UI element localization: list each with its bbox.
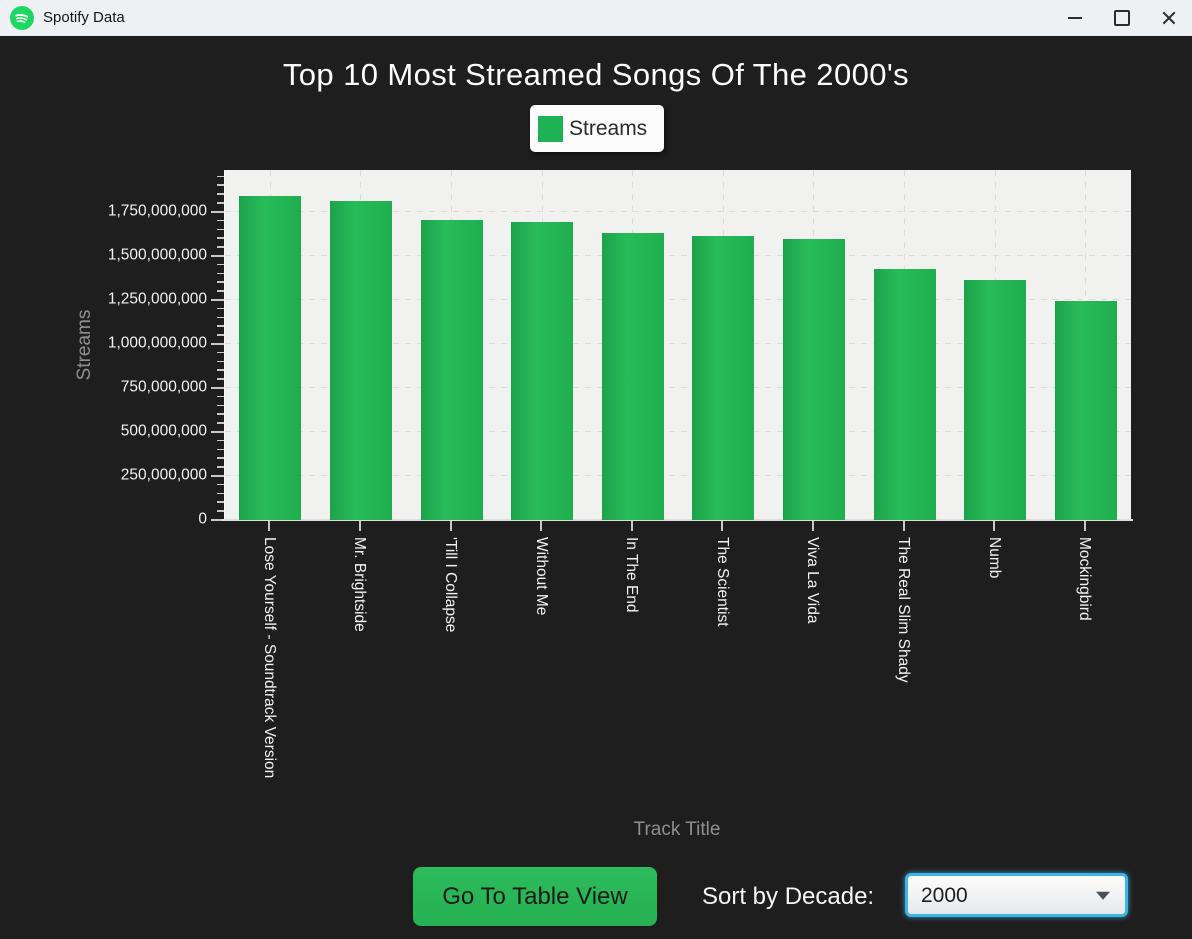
minimize-icon (1067, 16, 1082, 19)
y-axis-title: Streams (74, 309, 95, 381)
bar (782, 239, 845, 520)
maximize-icon (1113, 9, 1130, 26)
y-tick-label: 1,250,000,000 (107, 290, 207, 308)
y-axis-minor-tick (217, 501, 224, 503)
minimize-button[interactable] (1051, 0, 1098, 35)
y-axis-minor-tick (217, 290, 224, 292)
x-axis-line (222, 519, 1133, 521)
spotify-logo-icon (10, 5, 34, 30)
legend-swatch (538, 115, 563, 142)
x-axis-tick (268, 521, 271, 531)
x-axis-tick (721, 521, 724, 531)
plot-area (224, 170, 1131, 520)
h-gridline (225, 299, 1131, 301)
y-axis-minor-tick (217, 492, 224, 495)
h-gridline (225, 475, 1131, 477)
y-axis-minor-tick (217, 439, 224, 442)
close-icon (1161, 10, 1177, 26)
titlebar: Spotify Data (0, 0, 1192, 36)
y-axis-major-tick (211, 519, 224, 521)
close-button[interactable] (1145, 0, 1192, 35)
y-axis-major-tick (211, 386, 224, 389)
y-axis-major-tick (211, 430, 224, 433)
y-axis-minor-tick (217, 325, 224, 327)
y-axis-minor-tick (217, 219, 224, 222)
y-axis-minor-tick (217, 334, 224, 336)
x-axis-tick (540, 521, 543, 531)
h-gridline (225, 211, 1131, 213)
y-axis-minor-tick (217, 307, 224, 310)
y-axis-minor-tick (217, 193, 224, 195)
y-axis-major-tick (211, 254, 224, 257)
y-axis-minor-tick (217, 466, 224, 468)
y-axis-major-tick (211, 342, 224, 345)
table-view-button[interactable]: Go To Table View (413, 867, 657, 926)
y-tick-label: 1,750,000,000 (107, 202, 207, 220)
y-axis-minor-tick (217, 175, 224, 178)
y-axis-minor-tick (217, 228, 224, 230)
y-tick-label: 250,000,000 (120, 466, 207, 484)
x-axis-title: Track Title (633, 819, 721, 840)
y-tick-label: 500,000,000 (120, 422, 207, 440)
y-axis-minor-tick (217, 457, 224, 459)
y-axis-minor-tick (217, 360, 224, 363)
x-axis-tick (993, 521, 996, 531)
y-axis-major-tick (211, 474, 224, 477)
bar (511, 222, 574, 520)
decade-select[interactable]: 2000 (908, 876, 1125, 914)
y-axis-minor-tick (217, 510, 224, 512)
y-tick-label: 1,000,000,000 (107, 334, 207, 352)
y-axis-minor-tick (217, 272, 224, 275)
y-axis-minor-tick (217, 281, 224, 283)
y-axis-minor-tick (217, 378, 224, 380)
y-tick-label: 1,500,000,000 (107, 246, 207, 264)
x-axis-tick (902, 521, 905, 531)
y-axis-minor-tick (217, 237, 224, 239)
h-gridline (225, 343, 1131, 345)
bar (692, 236, 755, 520)
x-axis-tick (1083, 521, 1086, 531)
x-axis-tick (449, 521, 452, 531)
x-axis-tick (630, 521, 633, 531)
y-axis-minor-tick (217, 263, 224, 266)
bar (964, 280, 1027, 520)
y-axis-major-tick (211, 210, 224, 213)
y-tick-label: 750,000,000 (120, 378, 207, 396)
h-gridline (225, 255, 1131, 257)
x-axis-tick (358, 521, 361, 531)
y-axis-minor-tick (217, 483, 224, 486)
window-controls (1051, 0, 1192, 35)
y-axis-minor-tick (217, 351, 224, 354)
y-axis-minor-tick (217, 448, 224, 451)
decade-dropdown[interactable]: 2000 (905, 873, 1128, 917)
y-axis-minor-tick (217, 246, 224, 248)
bar (420, 220, 483, 520)
y-tick-label: 0 (198, 510, 207, 528)
y-axis-minor-tick (217, 413, 224, 415)
window-title: Spotify Data (43, 9, 125, 26)
y-axis-minor-tick (217, 202, 224, 204)
y-axis-minor-tick (217, 422, 224, 424)
y-axis-minor-tick (217, 395, 224, 398)
y-axis-minor-tick (217, 369, 224, 371)
bar (239, 196, 302, 520)
y-axis-minor-tick (217, 316, 224, 319)
y-axis-major-tick (211, 298, 224, 301)
legend-label: Streams (569, 116, 648, 140)
x-axis-tick (811, 521, 814, 531)
bar (601, 233, 664, 520)
sort-by-decade-label: Sort by Decade: (702, 883, 875, 910)
legend: Streams (530, 105, 664, 152)
bar (1054, 301, 1117, 520)
h-gridline (225, 387, 1131, 389)
y-axis-minor-tick (217, 404, 224, 407)
bar (329, 201, 392, 520)
maximize-button[interactable] (1098, 0, 1145, 35)
chart-title: Top 10 Most Streamed Songs Of The 2000's (282, 57, 910, 92)
bar (873, 269, 936, 520)
y-axis-minor-tick (217, 184, 224, 186)
h-gridline (225, 431, 1131, 433)
